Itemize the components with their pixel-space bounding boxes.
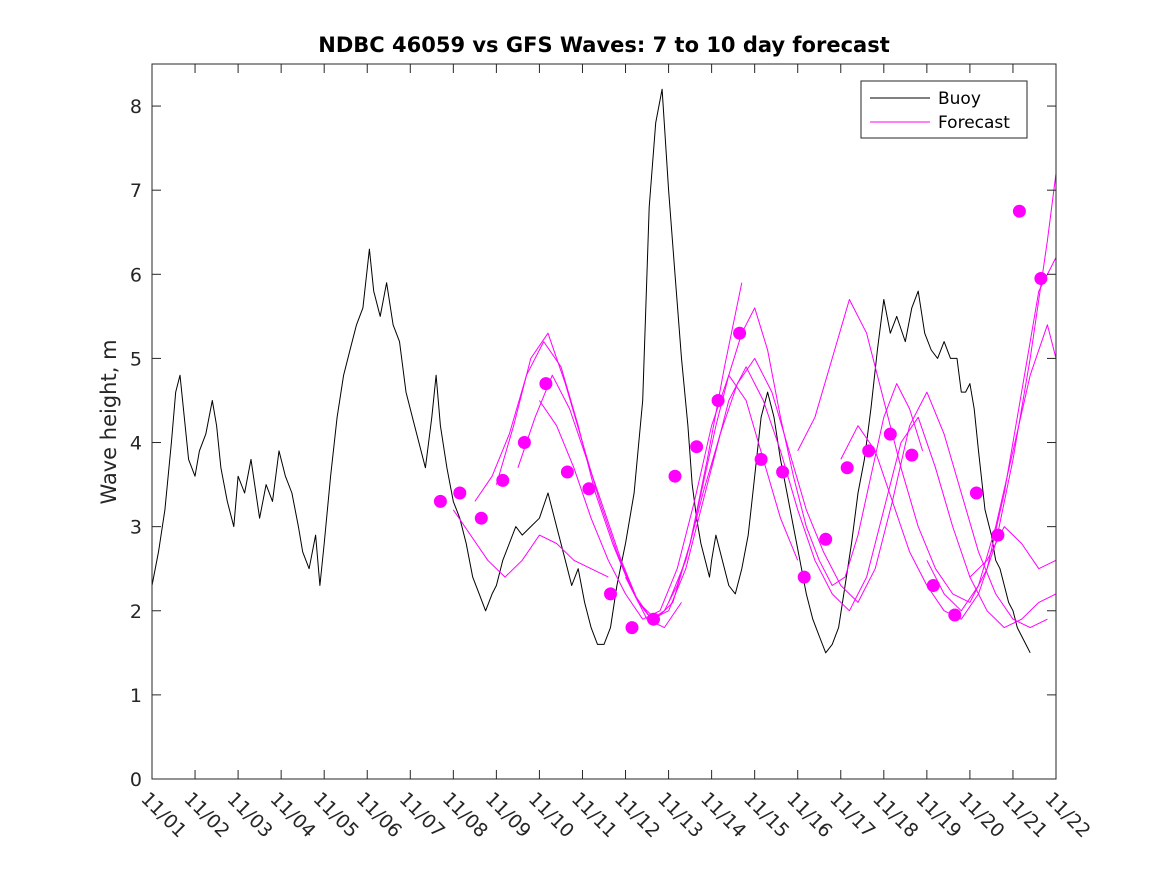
forecast-series-line-8 [711, 366, 1057, 629]
forecast-marker [539, 377, 553, 391]
forecast-marker [1034, 272, 1048, 285]
forecast-series-line-5 [538, 374, 799, 620]
forecast-marker [668, 469, 682, 483]
forecast-marker [625, 621, 639, 635]
y-tick-label: 2 [130, 601, 142, 623]
forecast-series-line-12 [969, 526, 1057, 578]
forecast-marker [754, 452, 768, 466]
forecast-marker [926, 579, 940, 592]
y-tick-label: 8 [130, 96, 142, 118]
forecast-marker [883, 427, 897, 441]
forecast-marker [433, 494, 447, 508]
forecast-marker [819, 532, 833, 546]
y-tick-label: 3 [130, 517, 142, 539]
forecast-marker [862, 444, 876, 458]
forecast-marker [840, 461, 854, 475]
y-tick-label: 0 [130, 769, 142, 791]
legend: Buoy Forecast [860, 80, 1028, 139]
forecast-marker [733, 326, 747, 340]
forecast-series-line-11 [926, 324, 1057, 612]
forecast-marker [948, 608, 962, 622]
forecast-marker [690, 440, 704, 454]
forecast-marker [905, 448, 919, 462]
legend-box [860, 80, 1028, 139]
marker-layer [433, 204, 1048, 635]
y-tick-label: 7 [130, 180, 142, 202]
y-tick-label: 4 [130, 433, 142, 455]
forecast-marker [496, 473, 510, 487]
forecast-marker [969, 486, 983, 500]
forecast-series-line-3 [495, 332, 721, 620]
forecast-marker [453, 486, 467, 500]
forecast-marker [711, 394, 725, 407]
forecast-marker [647, 612, 660, 626]
forecast-marker [776, 465, 790, 479]
plot-frame [151, 63, 1057, 780]
y-axis-label: Wave height, m [97, 339, 121, 504]
forecast-series-line-1 [452, 509, 609, 578]
forecast-marker [517, 436, 531, 449]
y-tick-label: 5 [130, 348, 142, 370]
buoy-series-line [151, 88, 1031, 654]
legend-label-buoy: Buoy [938, 89, 981, 109]
legend-label-forecast: Forecast [938, 113, 1010, 133]
forecast-series-line-6 [625, 307, 924, 620]
y-tick-label: 1 [130, 685, 142, 707]
forecast-marker [604, 587, 617, 601]
chart-title: NDBC 46059 vs GFS Waves: 7 to 10 day for… [318, 33, 889, 57]
forecast-marker [1012, 204, 1026, 218]
forecast-series-line-4 [517, 282, 743, 620]
forecast-marker [474, 511, 488, 525]
forecast-marker [991, 528, 1005, 542]
forecast-marker [797, 570, 811, 584]
y-tick-label: 6 [130, 264, 142, 286]
forecast-series-line-9 [797, 257, 1057, 603]
forecast-marker [582, 482, 596, 496]
forecast-marker [560, 465, 574, 479]
